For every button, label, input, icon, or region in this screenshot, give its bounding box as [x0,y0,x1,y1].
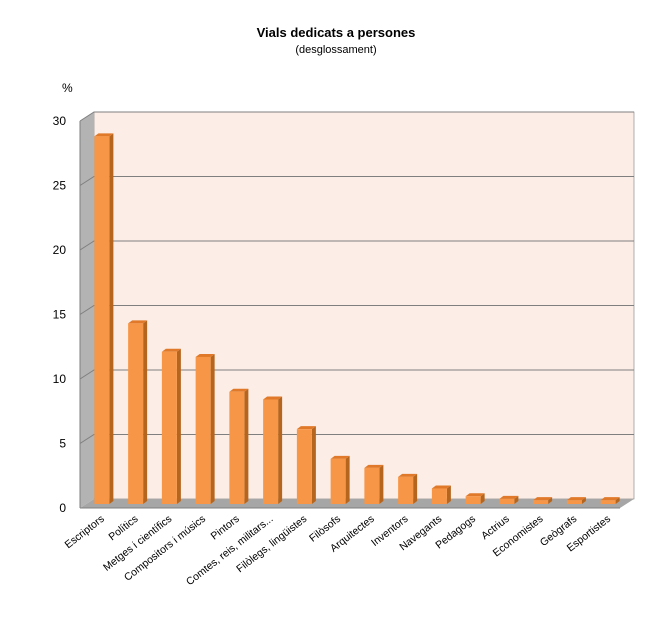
bar-top [431,485,451,489]
bar-front [600,500,616,504]
bar [364,464,384,504]
bar [398,473,418,504]
bar-front [94,136,110,504]
x-tick-label: Escriptors [63,513,107,551]
bar-front [431,488,447,504]
y-tick-label: 10 [53,372,67,386]
chart-title: Vials dedicats a persones [257,25,416,40]
bar [431,485,451,504]
bar-top [195,353,215,357]
bar [263,396,283,504]
bar-side [278,396,283,504]
bar-front [566,500,582,504]
bar-top [94,133,114,137]
y-axis-unit: % [62,81,73,95]
bar-side [143,320,148,504]
bar [195,353,215,504]
bar [499,495,519,504]
bar-top [499,495,519,499]
bar-side [345,455,350,504]
gridline [79,434,634,444]
bar-side [581,497,586,504]
bar-side [244,388,249,504]
bar [566,497,586,504]
bar [600,497,620,504]
bar-top [566,497,586,501]
bar-front [398,476,414,504]
bar-side [379,464,384,504]
bar-side [446,485,451,504]
bar-front [229,391,245,504]
y-tick-label: 0 [59,501,66,515]
bar-front [195,356,211,504]
bar-front [296,429,312,504]
y-tick-label: 30 [53,114,67,128]
bar-top [465,493,485,497]
y-tick-label: 15 [53,308,67,322]
bar-top [533,497,553,501]
bar-side [311,426,316,504]
bar-side [548,497,553,504]
gridline [79,369,634,380]
bar-front [128,323,144,504]
bar-top [296,426,316,430]
y-tick-label: 20 [53,243,67,257]
bar-top [161,348,181,352]
bar [128,320,148,504]
bar [465,493,485,504]
y-tick-label: 5 [59,437,66,451]
bar [94,133,114,504]
gridline [79,111,634,122]
chart-subtitle: (desglossament) [295,44,376,56]
bar-side [480,493,485,504]
bar-side [615,497,620,504]
bar-top [330,455,350,459]
bar-side [514,495,519,504]
y-axis-ticks: 0 5 10 15 20 25 30 [53,114,67,515]
gridline [79,176,634,186]
gridlines [79,111,634,509]
bar-front [161,351,177,504]
bar-top [600,497,620,501]
bar [161,348,181,504]
bar-side [109,133,114,504]
bar-front [263,399,279,504]
bar-front [533,500,549,504]
bar-front [499,498,515,504]
bar-front [465,496,481,504]
bar [296,426,316,504]
y-tick-label: 25 [53,179,67,193]
plot-floor [80,499,634,508]
bar-side [413,473,418,504]
bar [533,497,553,504]
bar-front [330,458,346,504]
bar-top [398,473,418,477]
bar-front [364,467,380,504]
bar [330,455,350,504]
bar-top [364,464,384,468]
gridline [79,305,634,315]
bar-side [210,353,215,504]
gridline [79,240,634,251]
bar-top [263,396,283,400]
bar [229,388,249,504]
bar-top [128,320,148,324]
bar-side [176,348,181,504]
bars [94,133,620,504]
bar-top [229,388,249,392]
